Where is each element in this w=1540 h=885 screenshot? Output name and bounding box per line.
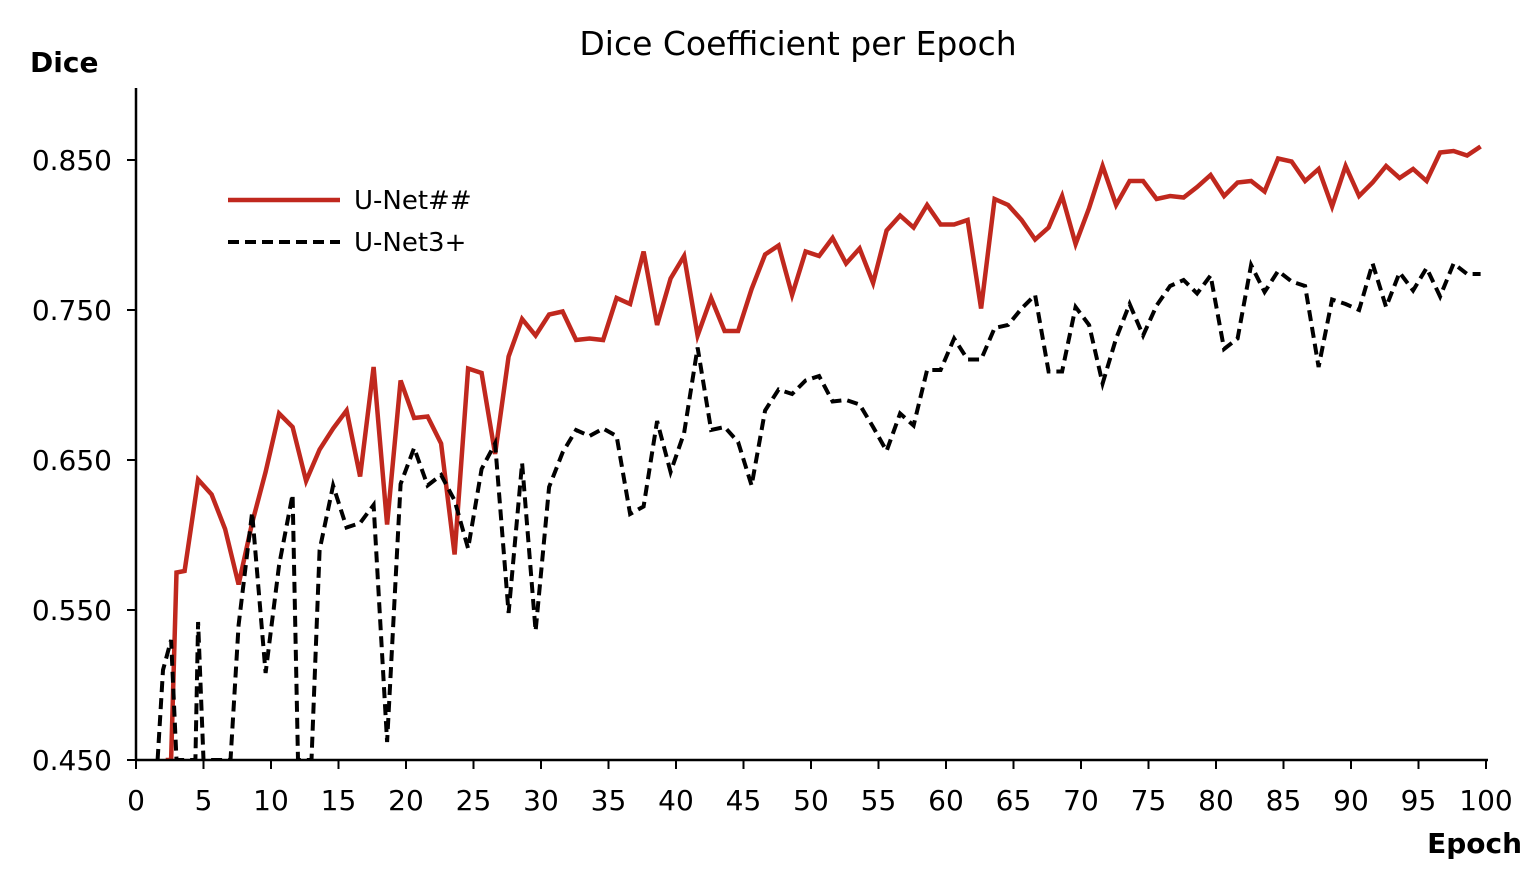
x-tick-label: 95 [1401, 784, 1437, 817]
x-tick-label: 80 [1198, 784, 1234, 817]
x-axis-label: Epoch [1427, 827, 1522, 860]
series-line-2 [155, 256, 1481, 760]
x-tick-label: 5 [195, 784, 213, 817]
x-tick-label: 45 [726, 784, 762, 817]
x-tick-label: 75 [1131, 784, 1167, 817]
x-tick-label: 20 [388, 784, 424, 817]
plot-area [155, 144, 1482, 760]
x-tick-label: 30 [523, 784, 559, 817]
legend-label-1: U-Net## [354, 186, 472, 216]
axes: 0.450 0.550 0.650 0.750 0.850 0 5 10 15 20 25 30 35 4… [32, 88, 1513, 817]
x-tick-label: 60 [928, 784, 964, 817]
legend-label-2: U-Net3+ [354, 228, 466, 258]
x-tick-label: 10 [253, 784, 289, 817]
x-tick-label: 70 [1063, 784, 1099, 817]
x-tick-label: 40 [658, 784, 694, 817]
chart-title: Dice Coefficient per Epoch [579, 24, 1016, 63]
x-tick-label: 50 [793, 784, 829, 817]
y-tick-label: 0.550 [32, 594, 112, 627]
x-tick-label: 90 [1333, 784, 1369, 817]
x-tick-label: 25 [456, 784, 492, 817]
x-tick-label: 15 [321, 784, 357, 817]
y-axis-label: Dice [30, 46, 98, 79]
x-tick-label: 55 [861, 784, 897, 817]
series-line-1 [165, 144, 1482, 760]
y-tick-label: 0.750 [32, 294, 112, 327]
y-tick-label: 0.650 [32, 444, 112, 477]
x-tick-label: 0 [127, 784, 145, 817]
x-tick-label: 100 [1459, 784, 1512, 817]
legend: U-Net## U-Net3+ [228, 186, 472, 258]
x-tick-label: 35 [591, 784, 627, 817]
y-tick-label: 0.450 [32, 744, 112, 777]
y-tick-label: 0.850 [32, 144, 112, 177]
x-tick-label: 85 [1266, 784, 1302, 817]
x-tick-label: 65 [996, 784, 1032, 817]
